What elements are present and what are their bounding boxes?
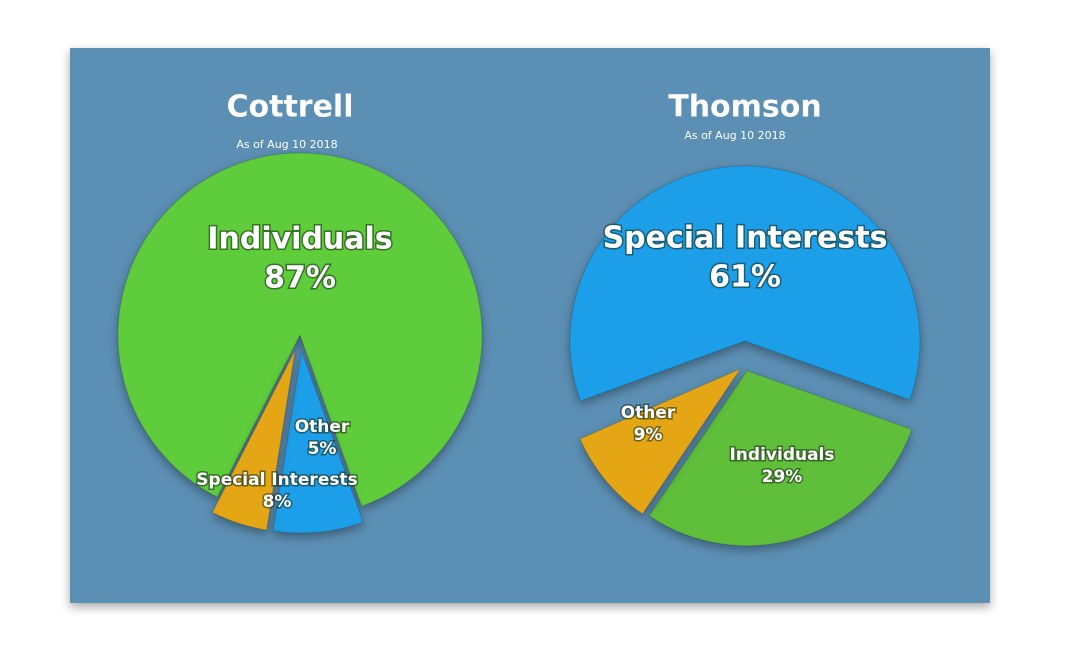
pie-slice: [211, 349, 296, 531]
slice-value-label: 29%: [762, 467, 803, 487]
slice-category: Individuals: [729, 445, 834, 465]
pie-slice: [569, 165, 921, 402]
slice-value-label: 87%: [264, 261, 336, 296]
slice-category: Special Interests: [196, 470, 357, 490]
chart-title: Thomson: [668, 90, 822, 125]
chart-title: Cottrell: [226, 90, 353, 125]
slice-category: Other: [295, 417, 350, 437]
pie-slice: [117, 152, 483, 507]
slice-value-label: 8%: [263, 492, 292, 512]
slice-category: Special Interests: [603, 221, 888, 256]
slice-value-label: 61%: [709, 260, 781, 295]
slice-value-label: 9%: [634, 425, 663, 445]
chart-subtitle: As of Aug 10 2018: [236, 138, 337, 151]
pie-slice: [579, 367, 742, 515]
pie-slice: [648, 370, 913, 547]
slice-category: Other: [621, 403, 676, 423]
pie-slice: [272, 350, 364, 534]
slice-value-label: 5%: [308, 439, 337, 459]
slice-category: Individuals: [207, 222, 392, 257]
chart-subtitle: As of Aug 10 2018: [684, 129, 785, 142]
